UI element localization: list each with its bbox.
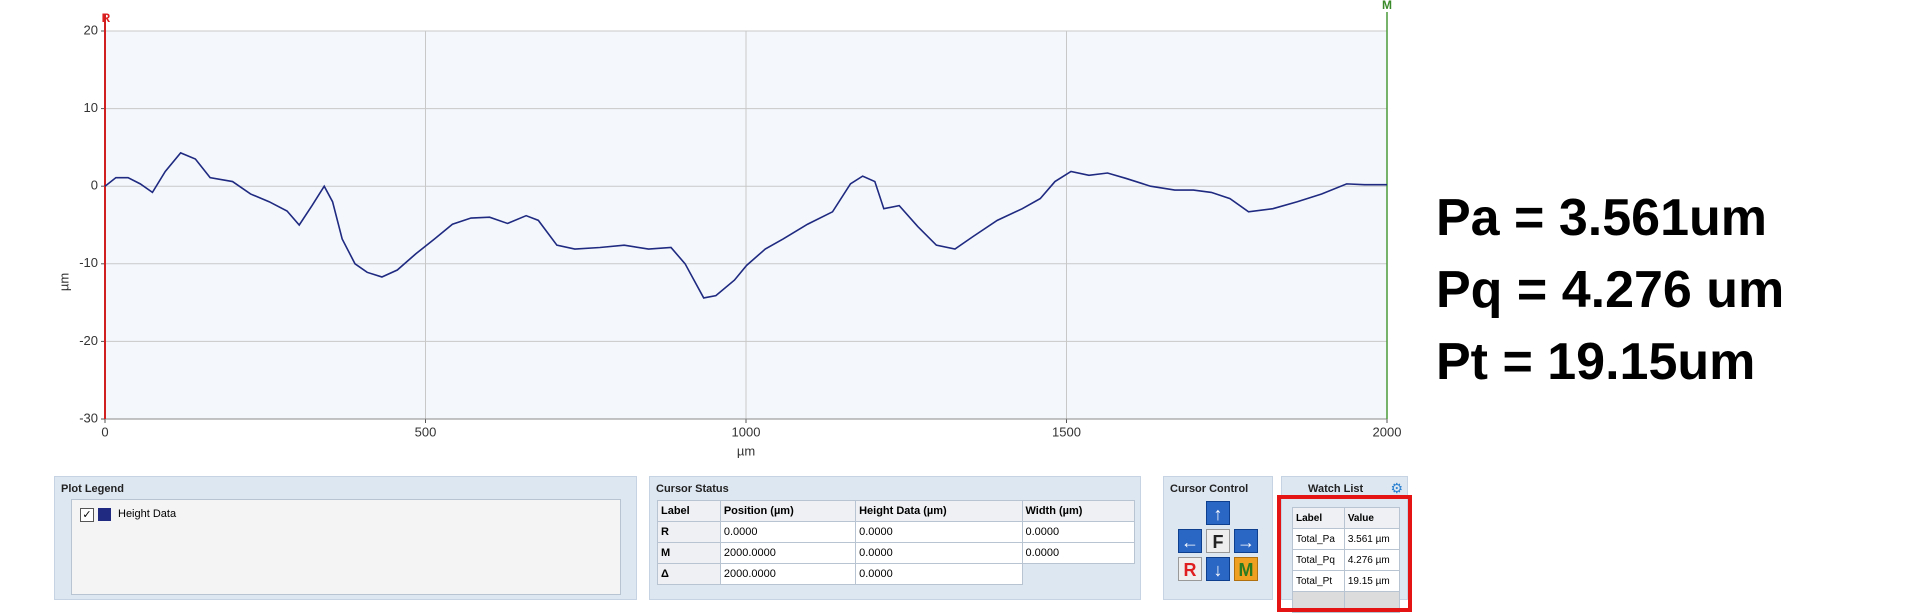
cell: R <box>657 521 721 543</box>
cell: 2000.0000 <box>719 563 857 585</box>
y-tick-label: -10 <box>79 255 98 270</box>
y-tick-label: 10 <box>84 100 98 115</box>
cursor-label: R <box>102 11 111 25</box>
y-tick-label: -20 <box>79 333 98 348</box>
cell: 0.0000 <box>1021 521 1135 543</box>
x-tick-label: 1000 <box>732 424 761 439</box>
x-tick-label: 1500 <box>1052 424 1081 439</box>
header-row: Label Value <box>1292 507 1401 529</box>
row: Total_Pa 3.561 µm <box>1292 528 1401 550</box>
data-line <box>104 151 1387 299</box>
cell: 3.561 µm <box>1343 528 1401 550</box>
result-text: Pt = 19.15um <box>1436 333 1756 391</box>
down-button[interactable]: ↓ <box>1206 557 1230 581</box>
y-tick-label: 0 <box>91 178 98 193</box>
settings-icon[interactable]: ⚙ <box>1390 480 1403 496</box>
cell: 0.0000 <box>1021 542 1135 564</box>
row <box>1292 591 1401 613</box>
panel-title: Watch List <box>1308 483 1364 495</box>
cursor-label: M <box>1382 0 1392 12</box>
table-box: Label Value Total_Pa 3.561 µm Total_Pq 4.276 … <box>1292 507 1401 613</box>
cell <box>1022 563 1135 585</box>
cursor-control-panel: Cursor Control ↑ ← F → R ↓ M <box>1163 476 1273 600</box>
row: Δ 2000.0000 0.0000 <box>657 563 1135 585</box>
header-row: Label Position (µm) Height Data (µm) Width … <box>657 500 1135 522</box>
cell: 0.0000 <box>855 563 1023 585</box>
row: R 0.0000 0.0000 0.0000 <box>657 521 1135 543</box>
y-axis-label: µm <box>56 273 71 291</box>
legend-label: Height Data <box>118 508 177 520</box>
cell <box>1343 591 1401 613</box>
fit-button[interactable]: F <box>1206 529 1230 553</box>
header-cell: Width (µm) <box>1021 500 1135 522</box>
header-cell: Value <box>1343 507 1401 529</box>
left-button[interactable]: ← <box>1178 529 1202 553</box>
x-tick-label: 2000 <box>1373 424 1402 439</box>
table-box: Label Position (µm) Height Data (µm) Width … <box>657 500 1135 585</box>
panel-title: Plot Legend <box>61 483 124 495</box>
cell: 2000.0000 <box>719 542 857 564</box>
cell <box>1292 591 1345 613</box>
cell: 4.276 µm <box>1343 549 1401 571</box>
cell: 0.0000 <box>855 521 1023 543</box>
header-cell: Label <box>657 500 721 522</box>
x-axis-label: µm <box>737 443 755 458</box>
cell: 0.0000 <box>719 521 857 543</box>
m-button[interactable]: M <box>1234 557 1258 581</box>
cell: M <box>657 542 721 564</box>
cell: Δ <box>657 563 721 585</box>
right-button[interactable]: → <box>1234 529 1258 553</box>
legend-box: ✓ Height Data <box>71 499 621 595</box>
panel-title: Cursor Control <box>1170 483 1249 495</box>
cursor-status-panel: Cursor Status Label Position (µm) Height D… <box>649 476 1141 600</box>
header-cell: Height Data (µm) <box>855 500 1023 522</box>
result-text: Pa = 3.561um <box>1436 189 1767 247</box>
cursor-table: Label Position (µm) Height Data (µm) Width … <box>657 500 1135 585</box>
panel-title: Cursor Status <box>656 483 729 495</box>
x-tick-label: 0 <box>101 424 108 439</box>
x-tick-label: 500 <box>415 424 437 439</box>
result-text: Pq = 4.276 um <box>1436 261 1785 319</box>
cell: Total_Pq <box>1292 549 1345 571</box>
r-button[interactable]: R <box>1178 557 1202 581</box>
up-button[interactable]: ↑ <box>1206 501 1230 525</box>
watch-table: Label Value Total_Pa 3.561 µm Total_Pq 4.276 … <box>1292 507 1401 613</box>
plot-legend-panel: Plot Legend ✓ Height Data <box>54 476 637 600</box>
y-tick-label: -30 <box>79 410 98 425</box>
row: Total_Pt 19.15 µm <box>1292 570 1401 592</box>
cell: 0.0000 <box>855 542 1023 564</box>
header-cell: Position (µm) <box>719 500 857 522</box>
legend-swatch <box>98 508 111 521</box>
highlight-box <box>1277 495 1412 612</box>
y-tick-label: 20 <box>84 22 98 37</box>
row: Total_Pq 4.276 µm <box>1292 549 1401 571</box>
checkbox[interactable]: ✓ <box>80 508 94 522</box>
header-cell: Label <box>1292 507 1345 529</box>
row: M 2000.0000 0.0000 0.0000 <box>657 542 1135 564</box>
